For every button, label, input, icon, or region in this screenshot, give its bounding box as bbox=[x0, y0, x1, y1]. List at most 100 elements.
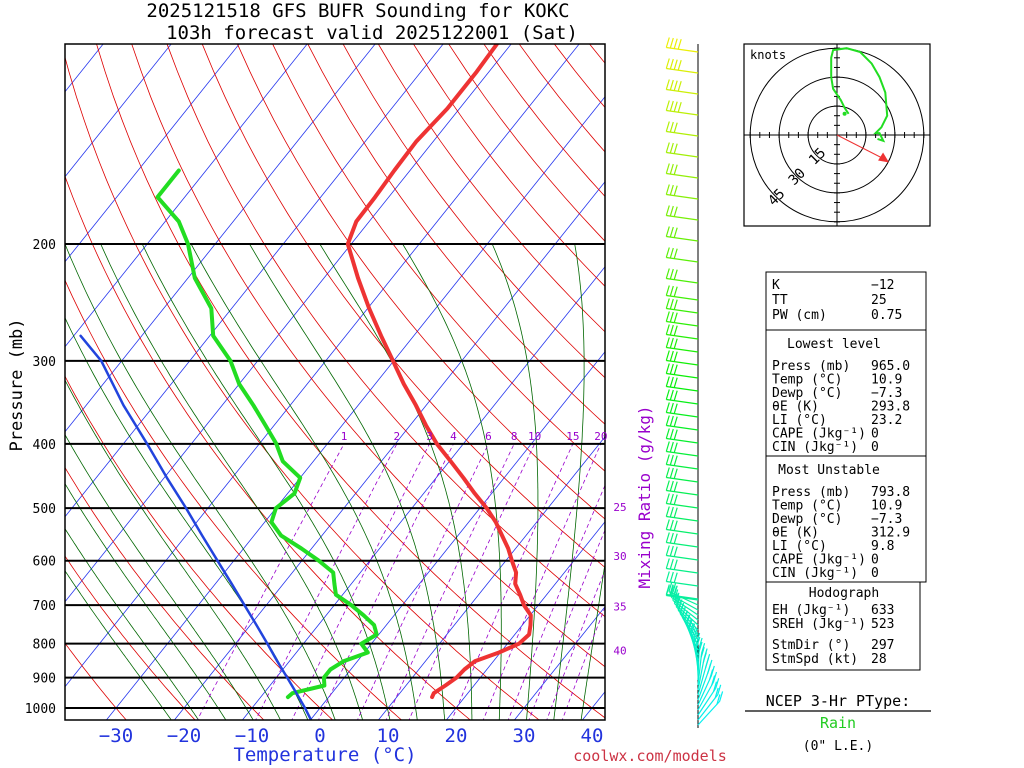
lowest-level-label: CAPE (Jkg⁻¹) bbox=[772, 427, 866, 442]
wind-barb-flag bbox=[669, 363, 674, 375]
wind-barb-flag bbox=[677, 102, 682, 113]
wind-barb-flag bbox=[677, 81, 682, 92]
dry-adiabat bbox=[413, 44, 605, 287]
moist-adiabat bbox=[491, 243, 539, 720]
most-unstable-value: 312.9 bbox=[871, 526, 910, 541]
moist-adiabat bbox=[65, 528, 200, 720]
wind-barb-flag bbox=[700, 647, 705, 658]
most-unstable-label: CIN (Jkg⁻¹) bbox=[772, 566, 858, 581]
temperature-profile-line bbox=[345, 44, 533, 700]
wind-barb-flag bbox=[691, 623, 696, 634]
isotherm bbox=[377, 436, 605, 720]
wind-barb-flag bbox=[673, 59, 678, 70]
pressure-tick-label: 200 bbox=[33, 238, 56, 253]
wind-barb-flag bbox=[673, 403, 678, 414]
wind-barb bbox=[666, 515, 699, 522]
wind-barb bbox=[666, 554, 699, 561]
wind-barb-flag bbox=[673, 546, 678, 557]
isotherm bbox=[65, 44, 308, 348]
mixing-ratio-line bbox=[196, 443, 345, 720]
wind-barb-flag bbox=[669, 493, 674, 505]
wind-barb-flag bbox=[669, 298, 674, 310]
lowest-level-value: −7.3 bbox=[871, 386, 902, 401]
wind-barb-flag bbox=[673, 494, 678, 505]
wind-barb-flag bbox=[673, 248, 678, 259]
isotherm bbox=[173, 181, 605, 720]
parcel-profile-line bbox=[79, 334, 313, 720]
wind-barb-flag bbox=[715, 678, 720, 689]
hodograph-start-dot bbox=[842, 111, 847, 116]
tt-index-value: 25 bbox=[871, 293, 887, 308]
isotherm bbox=[65, 44, 376, 433]
wind-barb-flag bbox=[712, 671, 718, 683]
hodograph-params-title: Hodograph bbox=[809, 586, 879, 601]
wind-barb-flag bbox=[669, 584, 674, 595]
moist-adiabat bbox=[100, 243, 364, 720]
wind-barb-flag bbox=[673, 507, 678, 518]
moist-adiabat bbox=[402, 243, 502, 720]
k-index-value: −12 bbox=[871, 278, 894, 293]
ptype-accum: (0" L.E.) bbox=[803, 739, 873, 754]
wind-barb-flag bbox=[714, 687, 719, 699]
wind-barb bbox=[666, 151, 699, 158]
dry-adiabat bbox=[65, 466, 265, 720]
wind-barb bbox=[666, 214, 699, 221]
moist-adiabat bbox=[580, 561, 605, 720]
wind-barb-flag bbox=[677, 599, 682, 611]
wind-barb-flag bbox=[665, 142, 670, 153]
dry-adiabat bbox=[342, 44, 605, 379]
wind-barb-flag bbox=[696, 632, 701, 644]
wind-barb-flag bbox=[698, 641, 703, 653]
mixing-ratio-tick-label: 30 bbox=[613, 550, 626, 563]
temperature-tick-label: 10 bbox=[377, 725, 400, 747]
wind-barb-flag bbox=[669, 268, 674, 280]
wind-barb-flag bbox=[679, 603, 684, 614]
temperature-tick-label: −30 bbox=[99, 725, 133, 747]
wind-barb-flag bbox=[665, 389, 670, 400]
axes: 200 300 400 500 600 700 800 900 1000 −30 −20 −10 0 10… bbox=[25, 238, 604, 747]
moist-adiabat bbox=[65, 243, 336, 720]
wind-barb-flag bbox=[698, 637, 703, 649]
wind-barb-flag bbox=[665, 184, 670, 195]
wind-barb-flag bbox=[716, 694, 721, 705]
wind-barb bbox=[697, 700, 721, 726]
wind-barb-flag bbox=[665, 428, 670, 439]
wind-barb-flag bbox=[665, 79, 670, 90]
dry-adiabat bbox=[65, 555, 196, 720]
pressure-tick-label: 800 bbox=[33, 638, 56, 653]
storm-param-value: 297 bbox=[871, 638, 894, 653]
lowest-level-label: Press (mb) bbox=[772, 359, 850, 374]
wind-barb-flag bbox=[669, 311, 674, 323]
x-axis-label: Temperature (°C) bbox=[233, 744, 416, 766]
indices-panel: K −12 TT 25 PW (cm) 0.75 Lowest level Pr… bbox=[765, 271, 927, 671]
pressure-tick-label: 700 bbox=[33, 599, 56, 614]
wind-barb-flag bbox=[665, 441, 670, 452]
wind-barb-flag bbox=[669, 467, 674, 479]
wind-barb bbox=[666, 372, 699, 379]
wind-barb-flag bbox=[673, 338, 678, 349]
wind-barb-flag bbox=[669, 441, 674, 453]
wind-barb-flag bbox=[665, 100, 670, 111]
dry-adiabat bbox=[65, 175, 471, 720]
mixing-ratio-tick-label: 8 bbox=[511, 430, 518, 443]
wind-barb bbox=[666, 502, 699, 509]
hodograph-param-value: 523 bbox=[871, 617, 894, 632]
mixing-ratio-tick-label: 15 bbox=[566, 430, 579, 443]
lowest-level-label: CIN (Jkg⁻¹) bbox=[772, 440, 858, 455]
mixing-ratio-line bbox=[291, 443, 430, 720]
dry-adiabat bbox=[307, 44, 605, 425]
mixing-ratio-tick-label: 4 bbox=[450, 430, 457, 443]
moist-adiabat bbox=[65, 482, 227, 720]
wind-barb-flag bbox=[665, 121, 670, 132]
mixing-ratio-tick-label: 3 bbox=[426, 430, 433, 443]
sounding-profiles bbox=[79, 44, 533, 720]
wind-barb-flag bbox=[673, 442, 678, 453]
mixing-ratio-tick-label: 1 bbox=[341, 430, 348, 443]
website-footer: coolwx.com/models bbox=[573, 747, 727, 765]
wind-barb-flag bbox=[669, 58, 674, 70]
wind-barb-flag bbox=[669, 506, 674, 518]
k-index-label: K bbox=[772, 278, 780, 293]
wind-barb-flag bbox=[665, 585, 670, 596]
pressure-tick-label: 1000 bbox=[25, 702, 56, 717]
